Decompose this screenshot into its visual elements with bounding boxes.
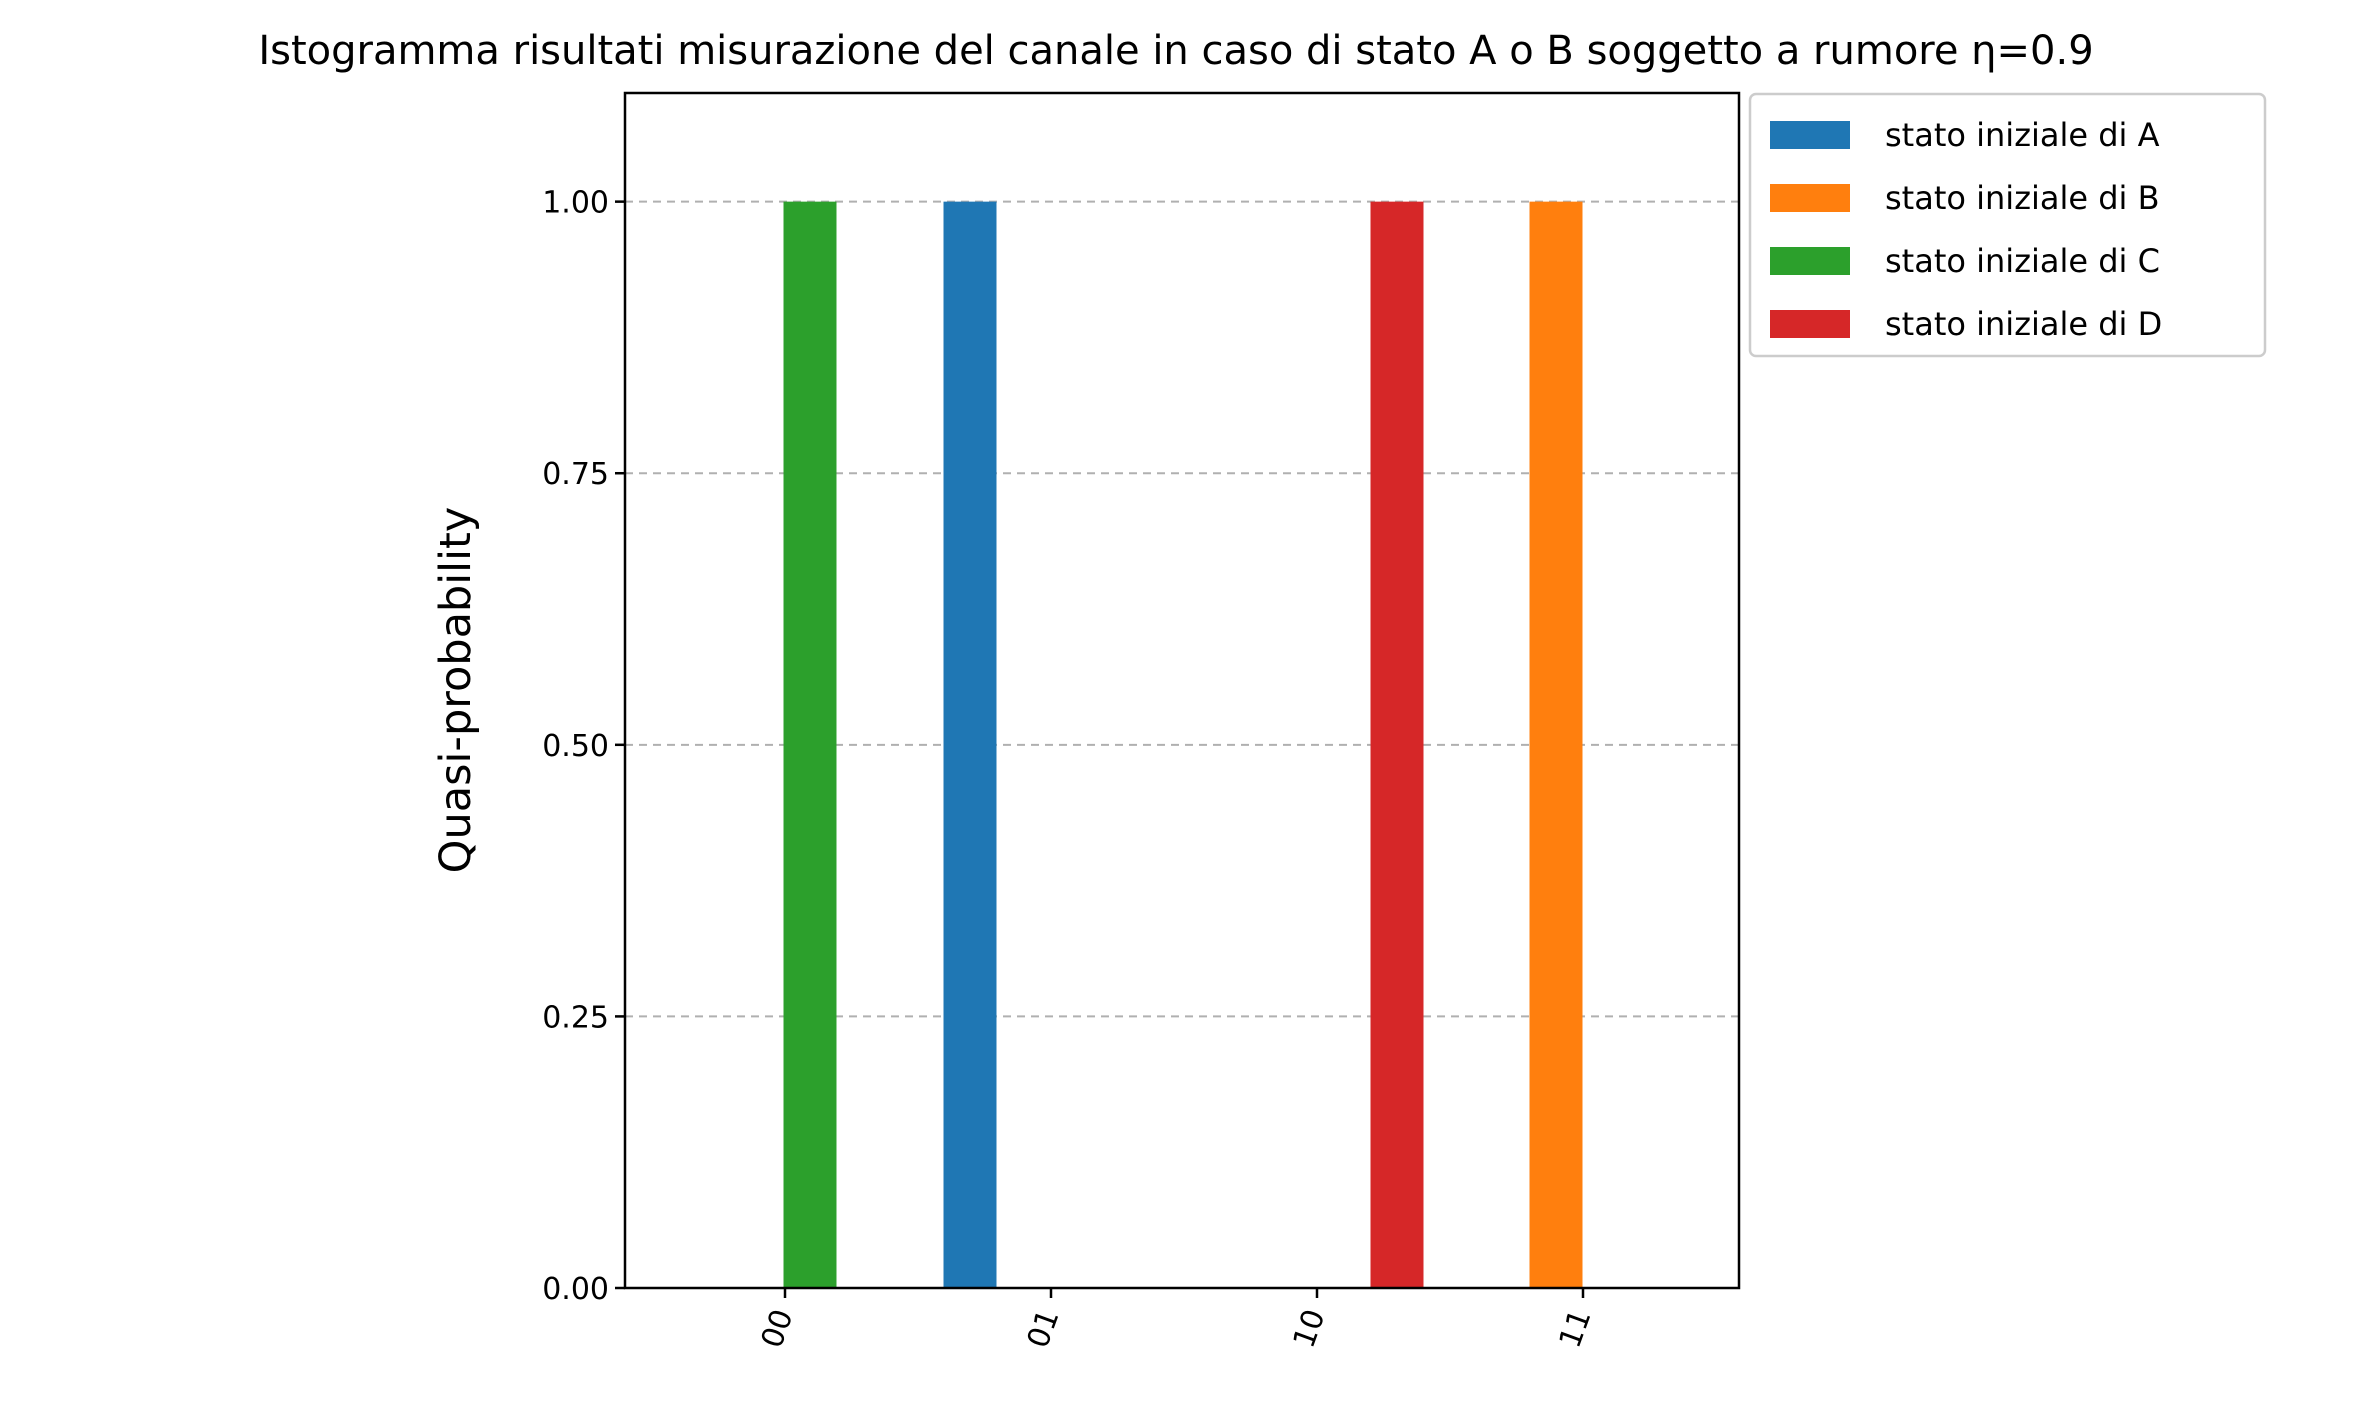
y-axis-ticks: 0.00 0.25 0.50 0.75 1.00 — [542, 186, 625, 1307]
y-axis-label: Quasi-probability — [431, 507, 481, 874]
bar-stato-iniziale-di-d-10 — [1370, 201, 1424, 1289]
legend-swatch — [1770, 121, 1850, 149]
legend-swatch — [1770, 184, 1850, 212]
bar-stato-iniziale-di-b-11 — [1529, 201, 1583, 1289]
legend-label: stato iniziale di B — [1885, 179, 2160, 217]
bar-stato-iniziale-di-c-00 — [783, 201, 837, 1289]
chart-title: Istogramma risultati misurazione del can… — [258, 28, 2093, 74]
x-tick-label: 10 — [1287, 1305, 1333, 1353]
x-tick-label: 01 — [1021, 1305, 1067, 1353]
x-tick-label: 00 — [755, 1305, 801, 1353]
legend-swatch — [1770, 247, 1850, 275]
y-tick-label: 0.25 — [542, 1000, 609, 1035]
legend-frame — [1748, 92, 2267, 358]
y-tick-label: 0.00 — [542, 1272, 609, 1307]
legend-label: stato iniziale di A — [1885, 116, 2160, 154]
legend: stato iniziale di A stato iniziale di B st… — [1748, 92, 2267, 358]
y-tick-label: 1.00 — [542, 186, 609, 221]
bars — [783, 201, 1583, 1289]
y-tick-label: 0.75 — [542, 457, 609, 492]
legend-swatch — [1770, 310, 1850, 338]
y-tick-label: 0.50 — [542, 729, 609, 764]
plot-frame — [623, 91, 1741, 1290]
x-tick-label: 11 — [1553, 1305, 1599, 1353]
x-axis-ticks: 00 01 10 11 — [755, 1288, 1599, 1353]
bar-stato-iniziale-di-a-01 — [943, 201, 997, 1289]
legend-label: stato iniziale di C — [1885, 242, 2160, 280]
legend-label: stato iniziale di D — [1885, 305, 2162, 343]
